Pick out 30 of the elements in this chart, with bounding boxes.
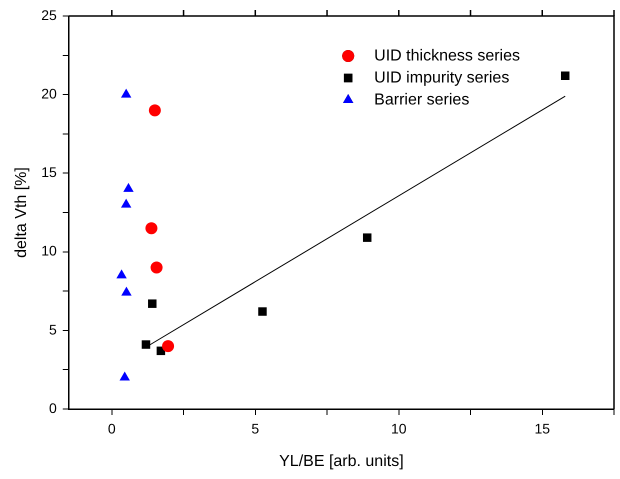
point [120, 198, 132, 208]
point [121, 286, 132, 296]
legend-label: Barrier series [374, 91, 470, 108]
point [560, 71, 570, 80]
point [148, 104, 161, 116]
y-tick-label: 10 [41, 242, 57, 259]
point [123, 182, 134, 192]
point [142, 340, 150, 349]
y-tick-label: 0 [48, 400, 57, 416]
point [116, 269, 127, 278]
x-tick-label: 0 [108, 420, 116, 436]
y-axis-title: delta Vth [%] [13, 167, 30, 258]
point [120, 372, 130, 381]
x-tick-label: 15 [534, 420, 550, 436]
point [362, 233, 372, 242]
legend-label: UID thickness series [374, 47, 520, 64]
y-tick-label: 5 [48, 321, 57, 338]
point [120, 88, 132, 98]
x-axis-title: YL/BE [arb. units] [279, 452, 404, 470]
point [258, 307, 267, 316]
point [148, 299, 157, 308]
y-tick-label: 25 [41, 6, 57, 23]
point [162, 340, 174, 352]
x-tick-label: 5 [251, 420, 260, 436]
x-tick-label: 10 [390, 420, 407, 436]
point [145, 222, 158, 234]
y-tick-label: 20 [41, 85, 57, 102]
legend-label: UID impurity series [374, 69, 510, 86]
point [150, 262, 163, 274]
y-tick-label: 15 [41, 164, 57, 180]
